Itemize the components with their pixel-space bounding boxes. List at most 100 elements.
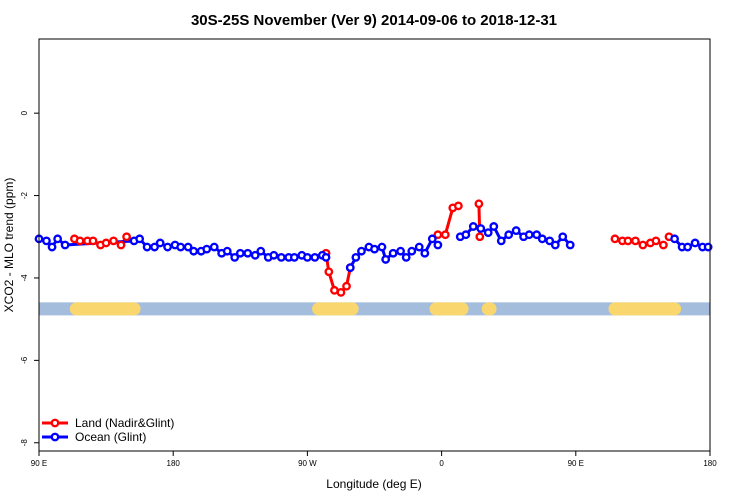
data-point	[558, 232, 568, 242]
data-point	[396, 246, 405, 256]
legend-marker	[50, 418, 60, 428]
data-point	[388, 248, 398, 258]
data-point	[243, 248, 253, 258]
data-point	[155, 238, 165, 248]
data-point	[370, 244, 379, 254]
data-point	[659, 240, 668, 250]
y-tick-label: -8	[20, 439, 29, 447]
data-point	[209, 242, 219, 252]
data-point	[407, 246, 417, 256]
data-point	[537, 234, 547, 244]
data-point	[610, 234, 620, 244]
data-point	[202, 244, 212, 254]
data-point	[565, 240, 575, 250]
y-tick-label: -4	[20, 274, 29, 282]
data-point	[690, 238, 700, 248]
data-point	[496, 236, 506, 246]
x-tick-label: 180	[703, 459, 717, 468]
data-point	[230, 252, 240, 262]
x-tick-label: 0	[439, 459, 444, 468]
data-point	[163, 242, 173, 252]
data-point	[176, 242, 186, 252]
data-point	[142, 242, 152, 252]
data-point	[453, 201, 463, 211]
data-point	[420, 248, 430, 258]
data-point	[489, 222, 499, 231]
data-point	[532, 230, 542, 240]
data-point	[88, 236, 98, 246]
data-point	[302, 252, 312, 262]
legend-label: Ocean (Glint)	[75, 430, 146, 444]
data-point	[324, 267, 334, 277]
plot-frame	[38, 38, 711, 452]
data-point	[468, 222, 478, 231]
y-axis: 0 -2 -4 -6 -8	[20, 110, 39, 446]
x-tick-label: 90 W	[298, 459, 317, 468]
data-point	[401, 252, 411, 262]
data-point	[545, 236, 555, 246]
data-point	[623, 236, 633, 246]
plot-area	[34, 199, 713, 297]
data-point	[683, 242, 693, 252]
data-point	[150, 242, 159, 252]
data-point	[42, 236, 51, 246]
data-point	[440, 230, 450, 240]
data-point	[377, 242, 387, 252]
data-point	[336, 287, 346, 297]
data-point	[381, 255, 391, 264]
data-point	[483, 228, 493, 238]
data-point	[433, 240, 443, 250]
data-point	[53, 234, 63, 244]
data-point	[342, 281, 351, 291]
data-point	[235, 248, 245, 258]
data-point	[321, 252, 331, 262]
data-point	[651, 236, 661, 246]
legend-marker	[50, 432, 60, 442]
data-point	[250, 250, 260, 260]
data-point	[135, 234, 145, 244]
y-tick-label: -2	[20, 191, 29, 199]
data-point	[189, 246, 199, 256]
x-axis: 90 E 180 90 W 0 90 E 180	[31, 451, 717, 468]
x-tick-label: 180	[167, 459, 181, 468]
data-point	[357, 246, 366, 256]
data-point	[524, 230, 534, 240]
chart-title: 30S-25S November (Ver 9) 2014-09-06 to 2…	[191, 12, 557, 29]
x-tick-label: 90 E	[31, 459, 47, 468]
data-point	[631, 236, 640, 246]
data-point	[222, 246, 232, 256]
data-point	[427, 234, 437, 244]
y-tick-label: 0	[20, 110, 29, 115]
legend: Land (Nadir&Glint)Ocean (Glint)	[42, 416, 174, 444]
y-tick-label: -6	[20, 356, 29, 364]
data-point	[345, 263, 355, 273]
data-point	[183, 242, 193, 252]
legend-label: Land (Nadir&Glint)	[75, 416, 174, 430]
data-point	[269, 250, 279, 260]
data-point	[289, 252, 299, 262]
data-point	[476, 224, 486, 233]
data-point	[504, 230, 514, 240]
data-point	[122, 232, 132, 242]
data-point	[474, 199, 484, 209]
data-point	[670, 234, 679, 244]
data-point	[511, 226, 521, 235]
data-point	[256, 246, 266, 256]
data-point	[75, 236, 85, 246]
x-axis-label: Longitude (deg E)	[326, 477, 421, 491]
data-point	[276, 252, 286, 262]
data-point	[310, 252, 320, 262]
data-point	[351, 252, 361, 262]
data-point	[550, 240, 560, 250]
data-point	[116, 240, 126, 250]
x-tick-label: 90 E	[568, 459, 584, 468]
data-point	[638, 240, 648, 250]
data-point	[101, 238, 111, 248]
data-point	[414, 242, 424, 252]
data-point	[109, 236, 118, 246]
y-axis-label: XCO2 - MLO trend (ppm)	[2, 178, 16, 313]
data-point	[475, 232, 485, 242]
data-point	[461, 230, 471, 240]
data-point	[47, 242, 57, 252]
